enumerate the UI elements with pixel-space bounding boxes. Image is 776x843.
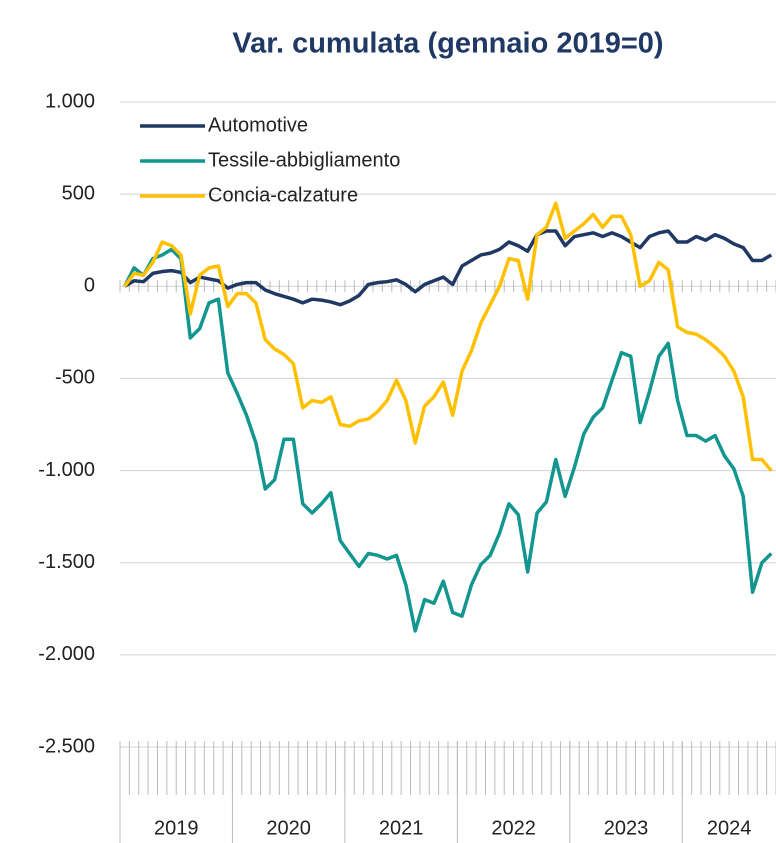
legend-label: Tessile-abbigliamento (208, 149, 400, 171)
legend-label: Concia-calzature (208, 184, 358, 206)
y-tick-label: 0 (84, 275, 95, 297)
y-tick-label: -2.500 (38, 735, 95, 757)
y-tick-label: 500 (62, 182, 95, 204)
year-label: 2021 (379, 817, 424, 839)
series-line (123, 247, 773, 633)
y-tick-label: -2.000 (38, 643, 95, 665)
year-label: 2023 (604, 817, 649, 839)
y-tick-label: 1.000 (45, 90, 95, 112)
year-label: 2020 (266, 817, 311, 839)
series-line (123, 201, 773, 472)
y-tick-label: -1.000 (38, 459, 95, 481)
year-label: 2022 (491, 817, 536, 839)
series-line (123, 229, 773, 307)
chart-title: Var. cumulata (gennaio 2019=0) (232, 28, 663, 60)
legend-label: Automotive (208, 114, 308, 136)
y-tick-label: -500 (55, 367, 95, 389)
y-tick-label: -1.500 (38, 551, 95, 573)
year-label: 2019 (154, 817, 199, 839)
year-label: 2024 (707, 817, 752, 839)
